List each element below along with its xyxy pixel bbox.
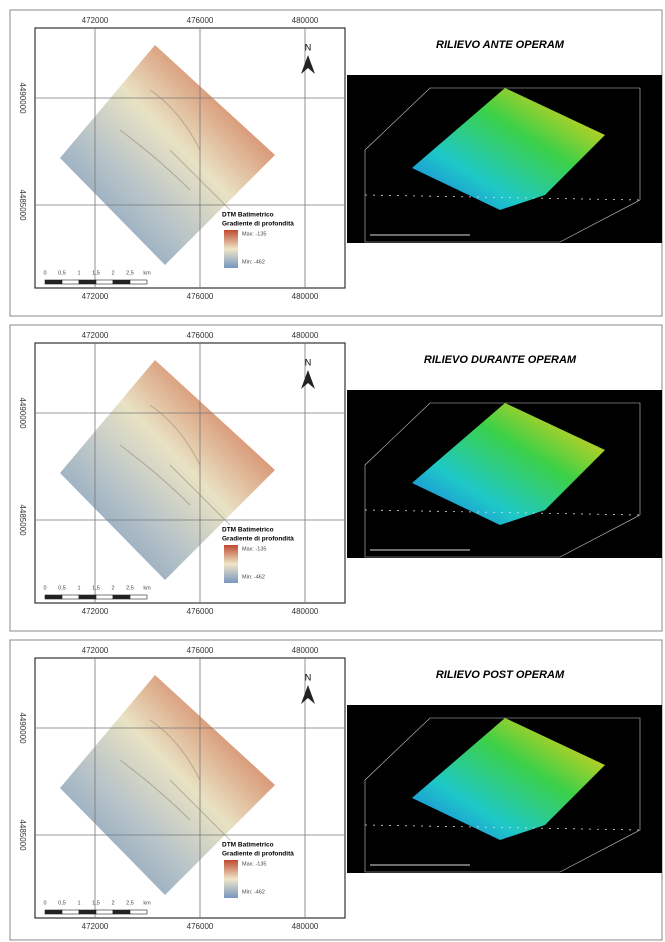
scale-label: 2,5: [126, 900, 134, 906]
north-label: N: [305, 42, 312, 52]
legend-min: Min: -462: [242, 574, 265, 580]
scale-bar: [113, 280, 130, 284]
legend-max: Max: -135: [242, 546, 266, 552]
scale-bar: [62, 595, 79, 599]
panel-title: RILIEVO DURANTE OPERAM: [424, 354, 577, 366]
scale-label: 2: [111, 900, 114, 906]
scale-label: 0,5: [58, 900, 66, 906]
scale-bar: [45, 910, 62, 914]
scale-label: 1,5: [92, 585, 100, 591]
x-tick-label: 480000: [292, 607, 319, 616]
legend-title: DTM Batimetrico: [222, 527, 274, 534]
scale-bar: [130, 280, 147, 284]
legend-title: DTM Batimetrico: [222, 212, 274, 219]
scale-label: 0,5: [58, 270, 66, 276]
scale-bar: [79, 280, 96, 284]
north-label: N: [305, 672, 312, 682]
scale-bar: [45, 595, 62, 599]
figure: 472000 472000 476000 476000 480000 480000 4490…: [0, 0, 665, 942]
scale-label: 2,5: [126, 585, 134, 591]
x-tick-label: 476000: [187, 331, 214, 340]
x-tick-label: 472000: [82, 331, 109, 340]
scale-bar: [62, 910, 79, 914]
y-tick-label: 4490000: [18, 82, 27, 114]
scale-label: 0: [43, 900, 46, 906]
y-tick-label: 4490000: [18, 397, 27, 429]
panel-title: RILIEVO POST OPERAM: [436, 669, 565, 681]
legend-ramp: [224, 860, 238, 898]
scale-bar: [62, 280, 79, 284]
legend-max: Max: -135: [242, 231, 266, 237]
scale-label: 0: [43, 270, 46, 276]
y-tick-label: 4485000: [18, 189, 27, 221]
legend-subtitle: Gradiente di profondità: [222, 536, 294, 543]
scale-label: 1: [77, 900, 80, 906]
x-tick-label: 480000: [292, 331, 319, 340]
x-tick-label: 480000: [292, 16, 319, 25]
scale-bar: [96, 280, 113, 284]
x-tick-label: 476000: [187, 922, 214, 931]
scale-bar: [79, 910, 96, 914]
legend-subtitle: Gradiente di profondità: [222, 851, 294, 858]
scale-bar: [96, 595, 113, 599]
x-tick-label: 480000: [292, 292, 319, 301]
x-tick-label: 472000: [82, 607, 109, 616]
panel-title: RILIEVO ANTE OPERAM: [436, 39, 565, 51]
y-tick-label: 4490000: [18, 712, 27, 744]
legend-ramp: [224, 230, 238, 268]
legend-title: DTM Batimetrico: [222, 842, 274, 849]
scale-label: 2: [111, 270, 114, 276]
scale-bar: [130, 910, 147, 914]
scale-label: 0: [43, 585, 46, 591]
scale-label: km: [143, 585, 151, 591]
scale-label: 2,5: [126, 270, 134, 276]
x-tick-label: 472000: [82, 922, 109, 931]
y-tick-label: 4485000: [18, 504, 27, 536]
x-tick-label: 476000: [187, 646, 214, 655]
x-tick-label: 476000: [187, 16, 214, 25]
scale-label: km: [143, 270, 151, 276]
x-tick-label: 480000: [292, 922, 319, 931]
scale-label: 1,5: [92, 900, 100, 906]
scale-label: 2: [111, 585, 114, 591]
x-tick-label: 476000: [187, 607, 214, 616]
north-label: N: [305, 357, 312, 367]
scale-bar: [113, 595, 130, 599]
legend-min: Min: -462: [242, 259, 265, 265]
scale-bar: [45, 280, 62, 284]
scale-bar: [79, 595, 96, 599]
scale-label: 1: [77, 270, 80, 276]
x-tick-label: 480000: [292, 646, 319, 655]
y-tick-label: 4485000: [18, 819, 27, 851]
legend-subtitle: Gradiente di profondità: [222, 221, 294, 228]
scale-bar: [96, 910, 113, 914]
x-tick-label: 472000: [82, 292, 109, 301]
x-tick-label: 476000: [187, 292, 214, 301]
scale-bar: [130, 595, 147, 599]
scale-bar: [113, 910, 130, 914]
page: 472000 472000 476000 476000 480000 480000 4490…: [0, 0, 665, 942]
scale-label: 1: [77, 585, 80, 591]
legend-max: Max: -135: [242, 861, 266, 867]
scale-label: 1,5: [92, 270, 100, 276]
x-tick-label: 472000: [82, 16, 109, 25]
legend-ramp: [224, 545, 238, 583]
x-tick-label: 472000: [82, 646, 109, 655]
legend-min: Min: -462: [242, 889, 265, 895]
scale-label: km: [143, 900, 151, 906]
scale-label: 0,5: [58, 585, 66, 591]
